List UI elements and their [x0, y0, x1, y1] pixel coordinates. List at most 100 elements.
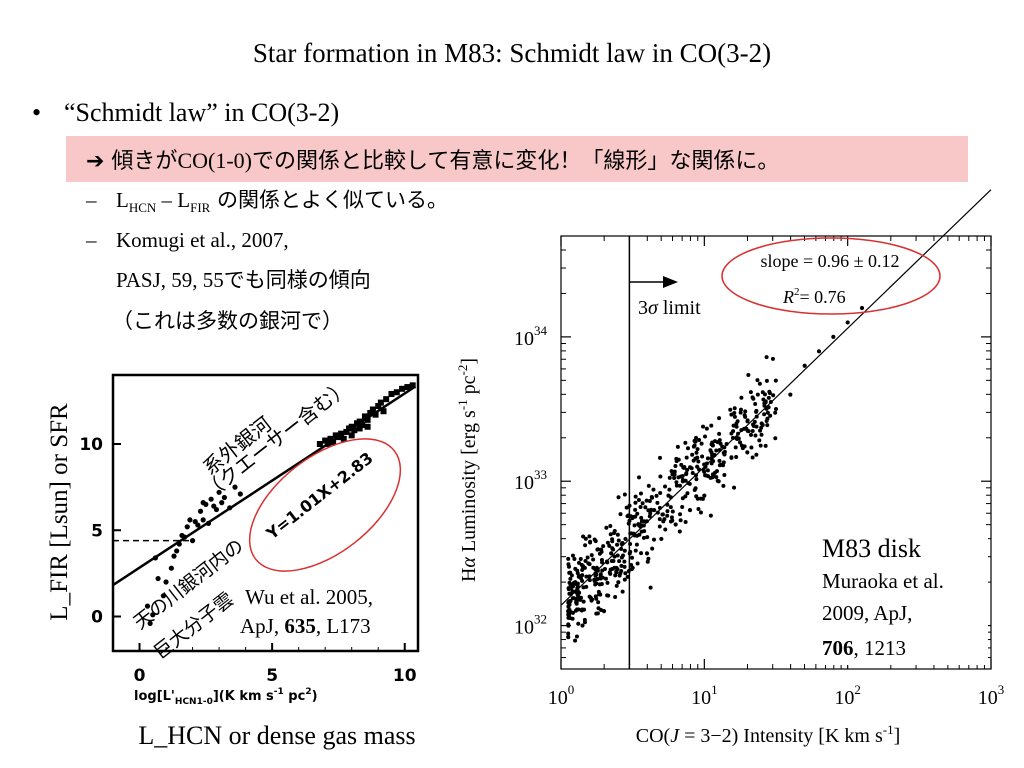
- co-halpha-point: [754, 409, 759, 414]
- left-annotations: 系外銀河 （クエーサー含む） Y=1.01X+2.83 天の川銀河内の 巨大分子…: [130, 374, 402, 664]
- co-halpha-point: [655, 510, 660, 515]
- co-halpha-point: [731, 423, 736, 428]
- co-halpha-point: [644, 551, 650, 556]
- co-halpha-point: [745, 450, 750, 455]
- co-halpha-point: [731, 429, 736, 434]
- co-halpha-point: [580, 623, 585, 628]
- co-halpha-point: [595, 576, 600, 581]
- co-halpha-point: [703, 434, 708, 439]
- co-halpha-point: [704, 426, 709, 431]
- co-halpha-point: [570, 596, 575, 601]
- many-galaxies-note: （これは多数の銀河で）: [112, 309, 343, 333]
- co-halpha-point: [625, 574, 630, 579]
- co-halpha-point: [732, 414, 737, 419]
- left-xtick-label: 5: [266, 666, 278, 686]
- co-halpha-point: [658, 474, 663, 479]
- co-halpha-point: [579, 608, 584, 613]
- fit-equation: Y=1.01X+2.83: [262, 448, 377, 543]
- cloud-point: [197, 508, 204, 514]
- co-halpha-point: [694, 477, 699, 482]
- left-plot-frame: [111, 373, 420, 653]
- co-halpha-point: [583, 559, 588, 564]
- right-xtick-label: 100: [548, 682, 575, 709]
- co-halpha-point: [593, 594, 598, 599]
- co-halpha-point: [766, 395, 771, 400]
- cloud-point: [205, 520, 212, 526]
- co-halpha-point: [757, 438, 762, 443]
- co-halpha-point: [685, 446, 690, 451]
- co-halpha-point: [673, 463, 678, 468]
- co-halpha-point: [603, 576, 608, 581]
- cloud-point: [155, 575, 161, 582]
- co-halpha-point: [667, 475, 672, 480]
- hcn-fir-chart: L_FIR [Lsun] or SFR L_HCN or dense gas m…: [46, 373, 420, 750]
- co-halpha-point: [585, 555, 590, 560]
- co-halpha-point: [611, 559, 616, 564]
- co-halpha-point: [683, 478, 688, 483]
- co-halpha-point: [738, 407, 743, 412]
- co-halpha-point: [765, 423, 770, 428]
- co-halpha-point: [612, 554, 617, 559]
- co-halpha-point: [654, 493, 659, 498]
- co-halpha-point: [714, 475, 719, 480]
- galaxy-point: [348, 432, 355, 439]
- cloud-point: [144, 603, 151, 609]
- co-halpha-point: [745, 418, 750, 423]
- co-halpha-point: [596, 589, 601, 594]
- co-halpha-point: [646, 556, 651, 561]
- co-halpha-point: [768, 413, 773, 418]
- co-halpha-point: [758, 443, 763, 448]
- wu-ref-line1: Wu et al. 2005,: [245, 585, 373, 609]
- co-halpha-point: [610, 539, 615, 544]
- co-halpha-point: [619, 541, 624, 546]
- galaxy-point: [327, 435, 334, 442]
- co-halpha-point: [685, 491, 690, 496]
- co-halpha-point: [593, 567, 598, 572]
- co-halpha-point: [816, 349, 822, 354]
- co-halpha-point: [680, 504, 685, 509]
- co-halpha-point: [576, 621, 581, 626]
- co-halpha-point: [738, 440, 743, 445]
- lhcn-sub: HCN: [128, 200, 157, 216]
- co-halpha-point: [634, 542, 639, 547]
- co-halpha-point: [680, 474, 685, 479]
- co-halpha-point: [650, 495, 655, 500]
- galaxy-point: [351, 427, 358, 434]
- cloud-point: [187, 517, 193, 523]
- galaxy-point: [356, 418, 363, 425]
- co-halpha-point: [644, 498, 649, 503]
- co-halpha-point: [757, 381, 762, 386]
- co-halpha-point: [690, 471, 695, 476]
- co-halpha-point: [721, 460, 726, 465]
- co-halpha-point: [572, 557, 577, 562]
- right-ytick-label: 1033: [514, 467, 547, 494]
- co-halpha-point: [670, 472, 675, 477]
- co-halpha-point: [576, 560, 581, 565]
- galaxy-point: [393, 389, 400, 396]
- co-halpha-point: [754, 414, 759, 419]
- co-halpha-point: [645, 559, 650, 564]
- lhcn-l: L: [116, 188, 129, 212]
- bullet-text: “Schmidt law” in CO(3-2): [64, 98, 340, 127]
- co-halpha-point: [760, 422, 765, 427]
- cloud-point: [200, 500, 206, 506]
- co-halpha-point: [674, 483, 679, 488]
- co-halpha-point: [633, 548, 638, 553]
- co-halpha-point: [717, 458, 722, 463]
- co-halpha-point: [636, 522, 641, 527]
- co-halpha-point: [583, 536, 588, 541]
- galaxy-point: [388, 390, 395, 397]
- co-halpha-point: [650, 546, 655, 551]
- co-halpha-point: [628, 541, 633, 546]
- co-halpha-point: [752, 419, 757, 424]
- co-halpha-point: [628, 531, 633, 536]
- co-halpha-point: [705, 456, 710, 461]
- left-red-ellipse: [248, 438, 402, 572]
- co-halpha-point: [770, 356, 775, 361]
- co-halpha-point: [587, 578, 592, 583]
- slide-title: Star formation in M83: Schmidt law in CO…: [252, 38, 772, 68]
- galaxy-point: [348, 423, 355, 430]
- galaxy-point: [383, 396, 390, 403]
- left-xtick-label: 0: [134, 666, 146, 686]
- co-halpha-point: [708, 448, 713, 453]
